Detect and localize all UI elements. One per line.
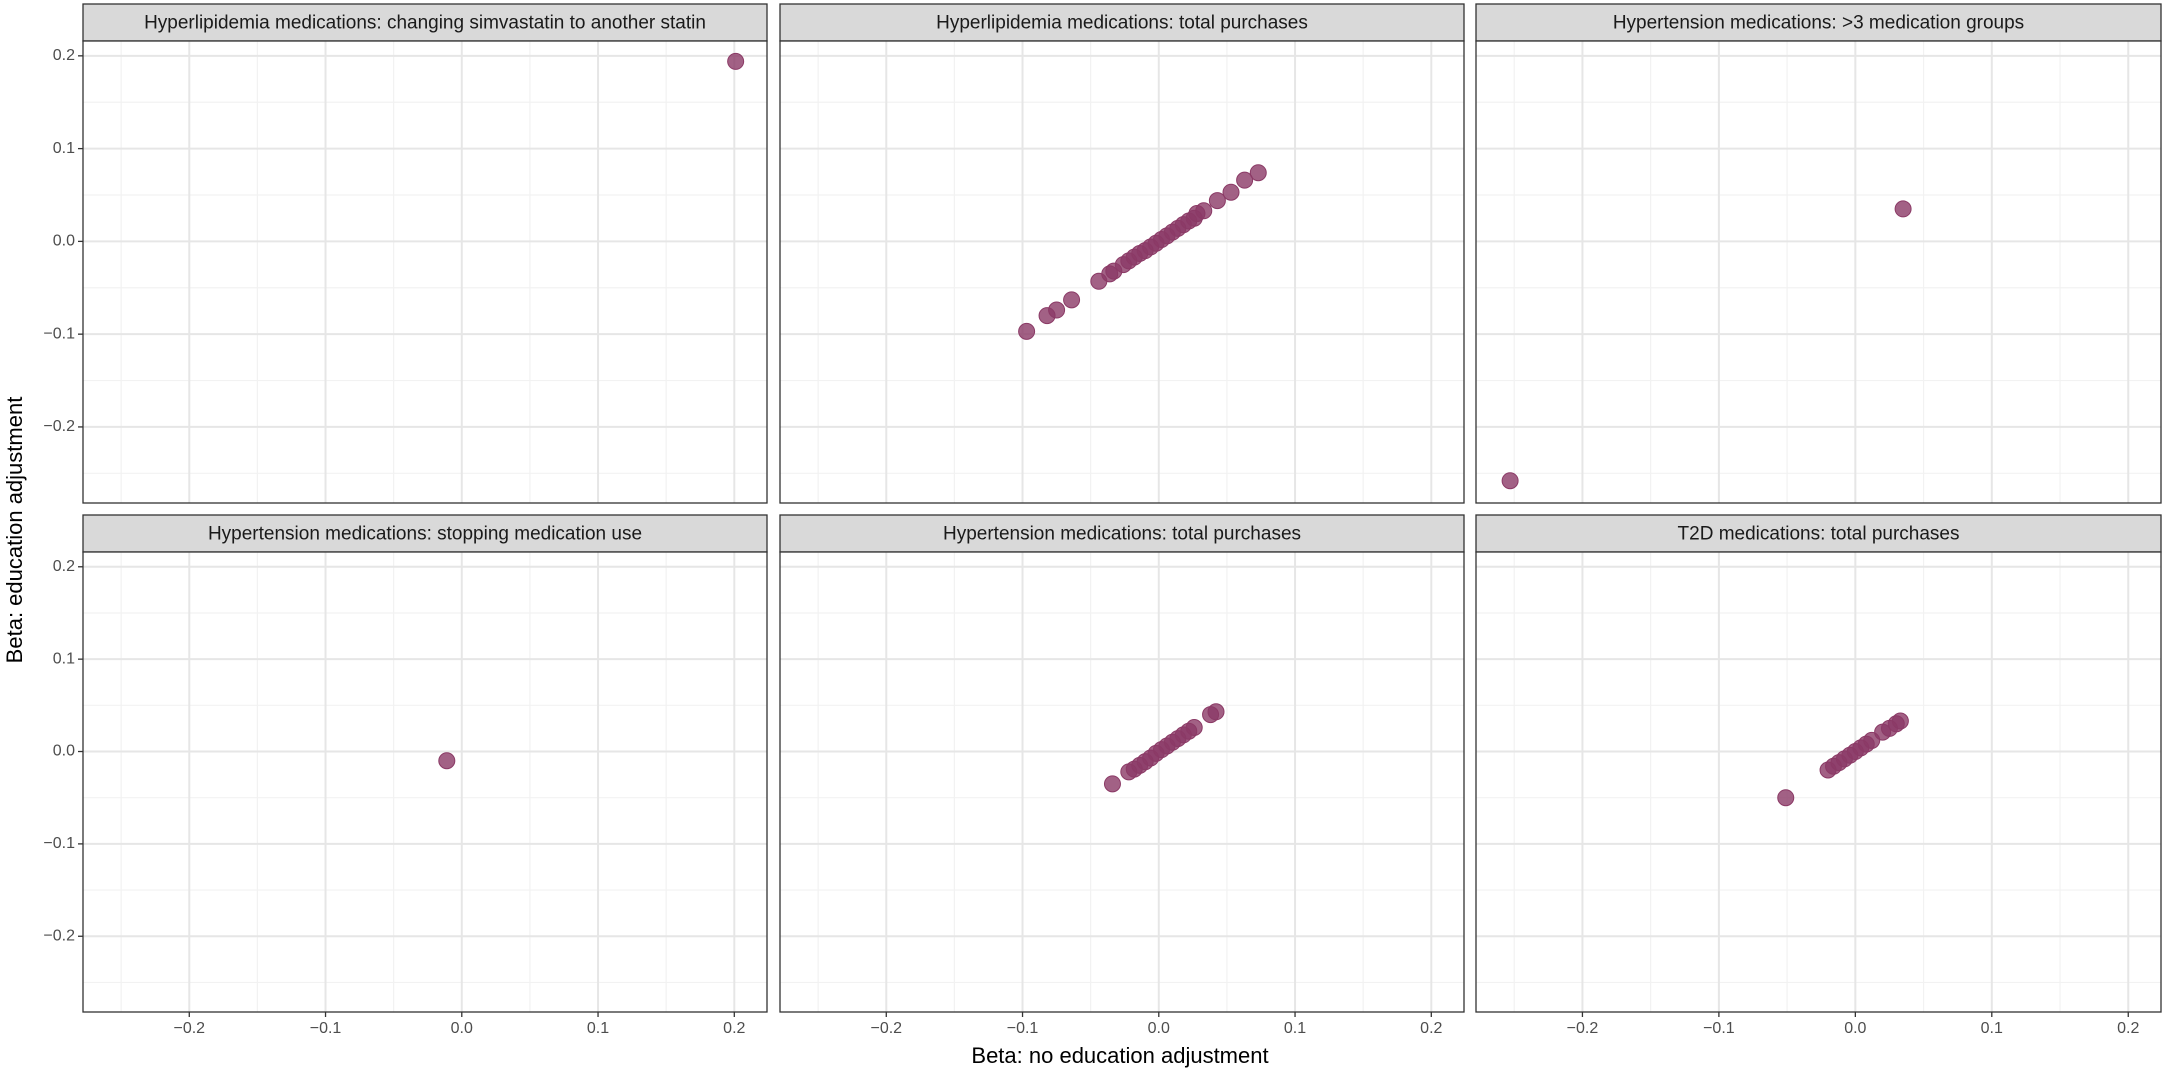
x-tick-label: −0.2 [173,1020,205,1037]
x-tick-label: 0.2 [2117,1020,2139,1037]
x-tick-label: −0.2 [1567,1020,1599,1037]
x-tick-label: 0.0 [1148,1020,1170,1037]
y-axis-title: Beta: education adjustment [2,397,27,664]
x-tick-label: 0.0 [451,1020,473,1037]
facet-title: Hyperlipidemia medications: total purcha… [936,13,1308,34]
facet-title: Hypertension medications: stopping medic… [208,524,642,545]
x-tick-label: −0.1 [310,1020,342,1037]
strip [779,514,1465,553]
point [1063,291,1081,309]
point [1207,703,1225,721]
y-tick-label: −0.2 [43,927,75,944]
strip [1475,514,2162,553]
panel [1476,41,2161,503]
y-tick-label: 0.1 [53,140,75,157]
facet-title: Hypertension medications: total purchase… [943,524,1301,545]
point [1208,192,1226,210]
panel [1476,552,2161,1012]
point [1018,322,1036,340]
point [1777,789,1795,807]
strip [82,514,768,553]
panel-border [779,551,1465,1013]
y-tick-label: −0.2 [43,418,75,435]
point [1894,200,1912,218]
panel-border [779,40,1465,504]
panel-border [1475,551,2162,1013]
x-tick-label: 0.1 [1284,1020,1306,1037]
y-tick-label: −0.1 [43,835,75,852]
point [1501,472,1519,490]
panel [780,552,1464,1012]
y-tick-label: −0.1 [43,325,75,342]
facet-title: T2D medications: total purchases [1678,524,1960,545]
point [1195,202,1213,220]
panel-border [1475,40,2162,504]
strip [82,3,768,42]
panel [83,552,767,1012]
point [1222,183,1240,201]
point [727,52,745,70]
point [1891,712,1909,730]
y-tick-label: 0.2 [53,558,75,575]
y-tick-label: 0.2 [53,47,75,64]
point [1048,301,1066,319]
x-tick-label: 0.2 [1420,1020,1442,1037]
point [1185,719,1203,737]
facet-title: Hypertension medications: >3 medication … [1613,13,2024,34]
x-tick-label: 0.1 [1981,1020,2003,1037]
point [1103,775,1121,793]
y-tick-label: 0.1 [53,650,75,667]
panel [83,41,767,503]
y-tick-label: 0.0 [53,233,75,250]
panel-border [82,40,768,504]
facet-title: Hyperlipidemia medications: changing sim… [144,13,706,34]
strip [779,3,1465,42]
strip [1475,3,2162,42]
x-tick-label: 0.2 [723,1020,745,1037]
point [1236,171,1254,189]
x-tick-label: −0.1 [1703,1020,1735,1037]
x-tick-label: 0.1 [587,1020,609,1037]
point [438,752,456,770]
x-tick-label: −0.2 [870,1020,902,1037]
y-tick-label: 0.0 [53,743,75,760]
x-tick-label: −0.1 [1007,1020,1039,1037]
point [1249,164,1267,182]
x-tick-label: 0.0 [1844,1020,1866,1037]
x-axis-title: Beta: no education adjustment [971,1043,1268,1068]
panel-border [82,551,768,1013]
